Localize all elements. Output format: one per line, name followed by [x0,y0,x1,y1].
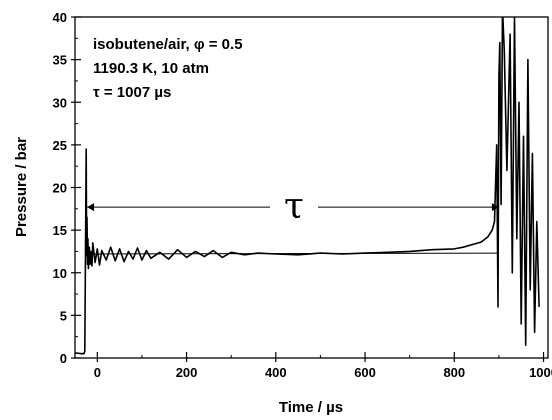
y-axis-title: Pressure / bar [13,137,30,237]
y-tick-label: 35 [53,53,67,68]
y-tick-label: 5 [60,308,67,323]
annotation-mixture: isobutene/air, φ = 0.5 [93,36,243,53]
y-tick-label: 40 [53,10,67,25]
annotation-conditions: 1190.3 K, 10 atm [93,60,209,77]
annotation-ignition-delay: τ = 1007 µs [93,84,171,101]
y-tick-label: 0 [60,351,67,366]
y-tick-label: 10 [53,266,67,281]
tau-arrowhead-left [87,203,95,212]
y-tick-label: 20 [53,181,67,196]
x-tick-label: 400 [265,365,287,380]
x-tick-label: 600 [354,365,376,380]
x-tick-label: 800 [443,365,465,380]
x-tick-label: 200 [176,365,198,380]
series-line-pressure [75,17,540,355]
x-tick-label: 0 [94,365,101,380]
x-axis-title: Time / µs [279,399,343,416]
tau-arrowhead-right [491,203,499,212]
plot-area: τ [75,17,540,355]
y-tick-label: 25 [53,138,67,153]
y-tick-label: 30 [53,95,67,110]
tau-symbol-label: τ [284,186,304,227]
y-tick-label: 15 [53,223,67,238]
